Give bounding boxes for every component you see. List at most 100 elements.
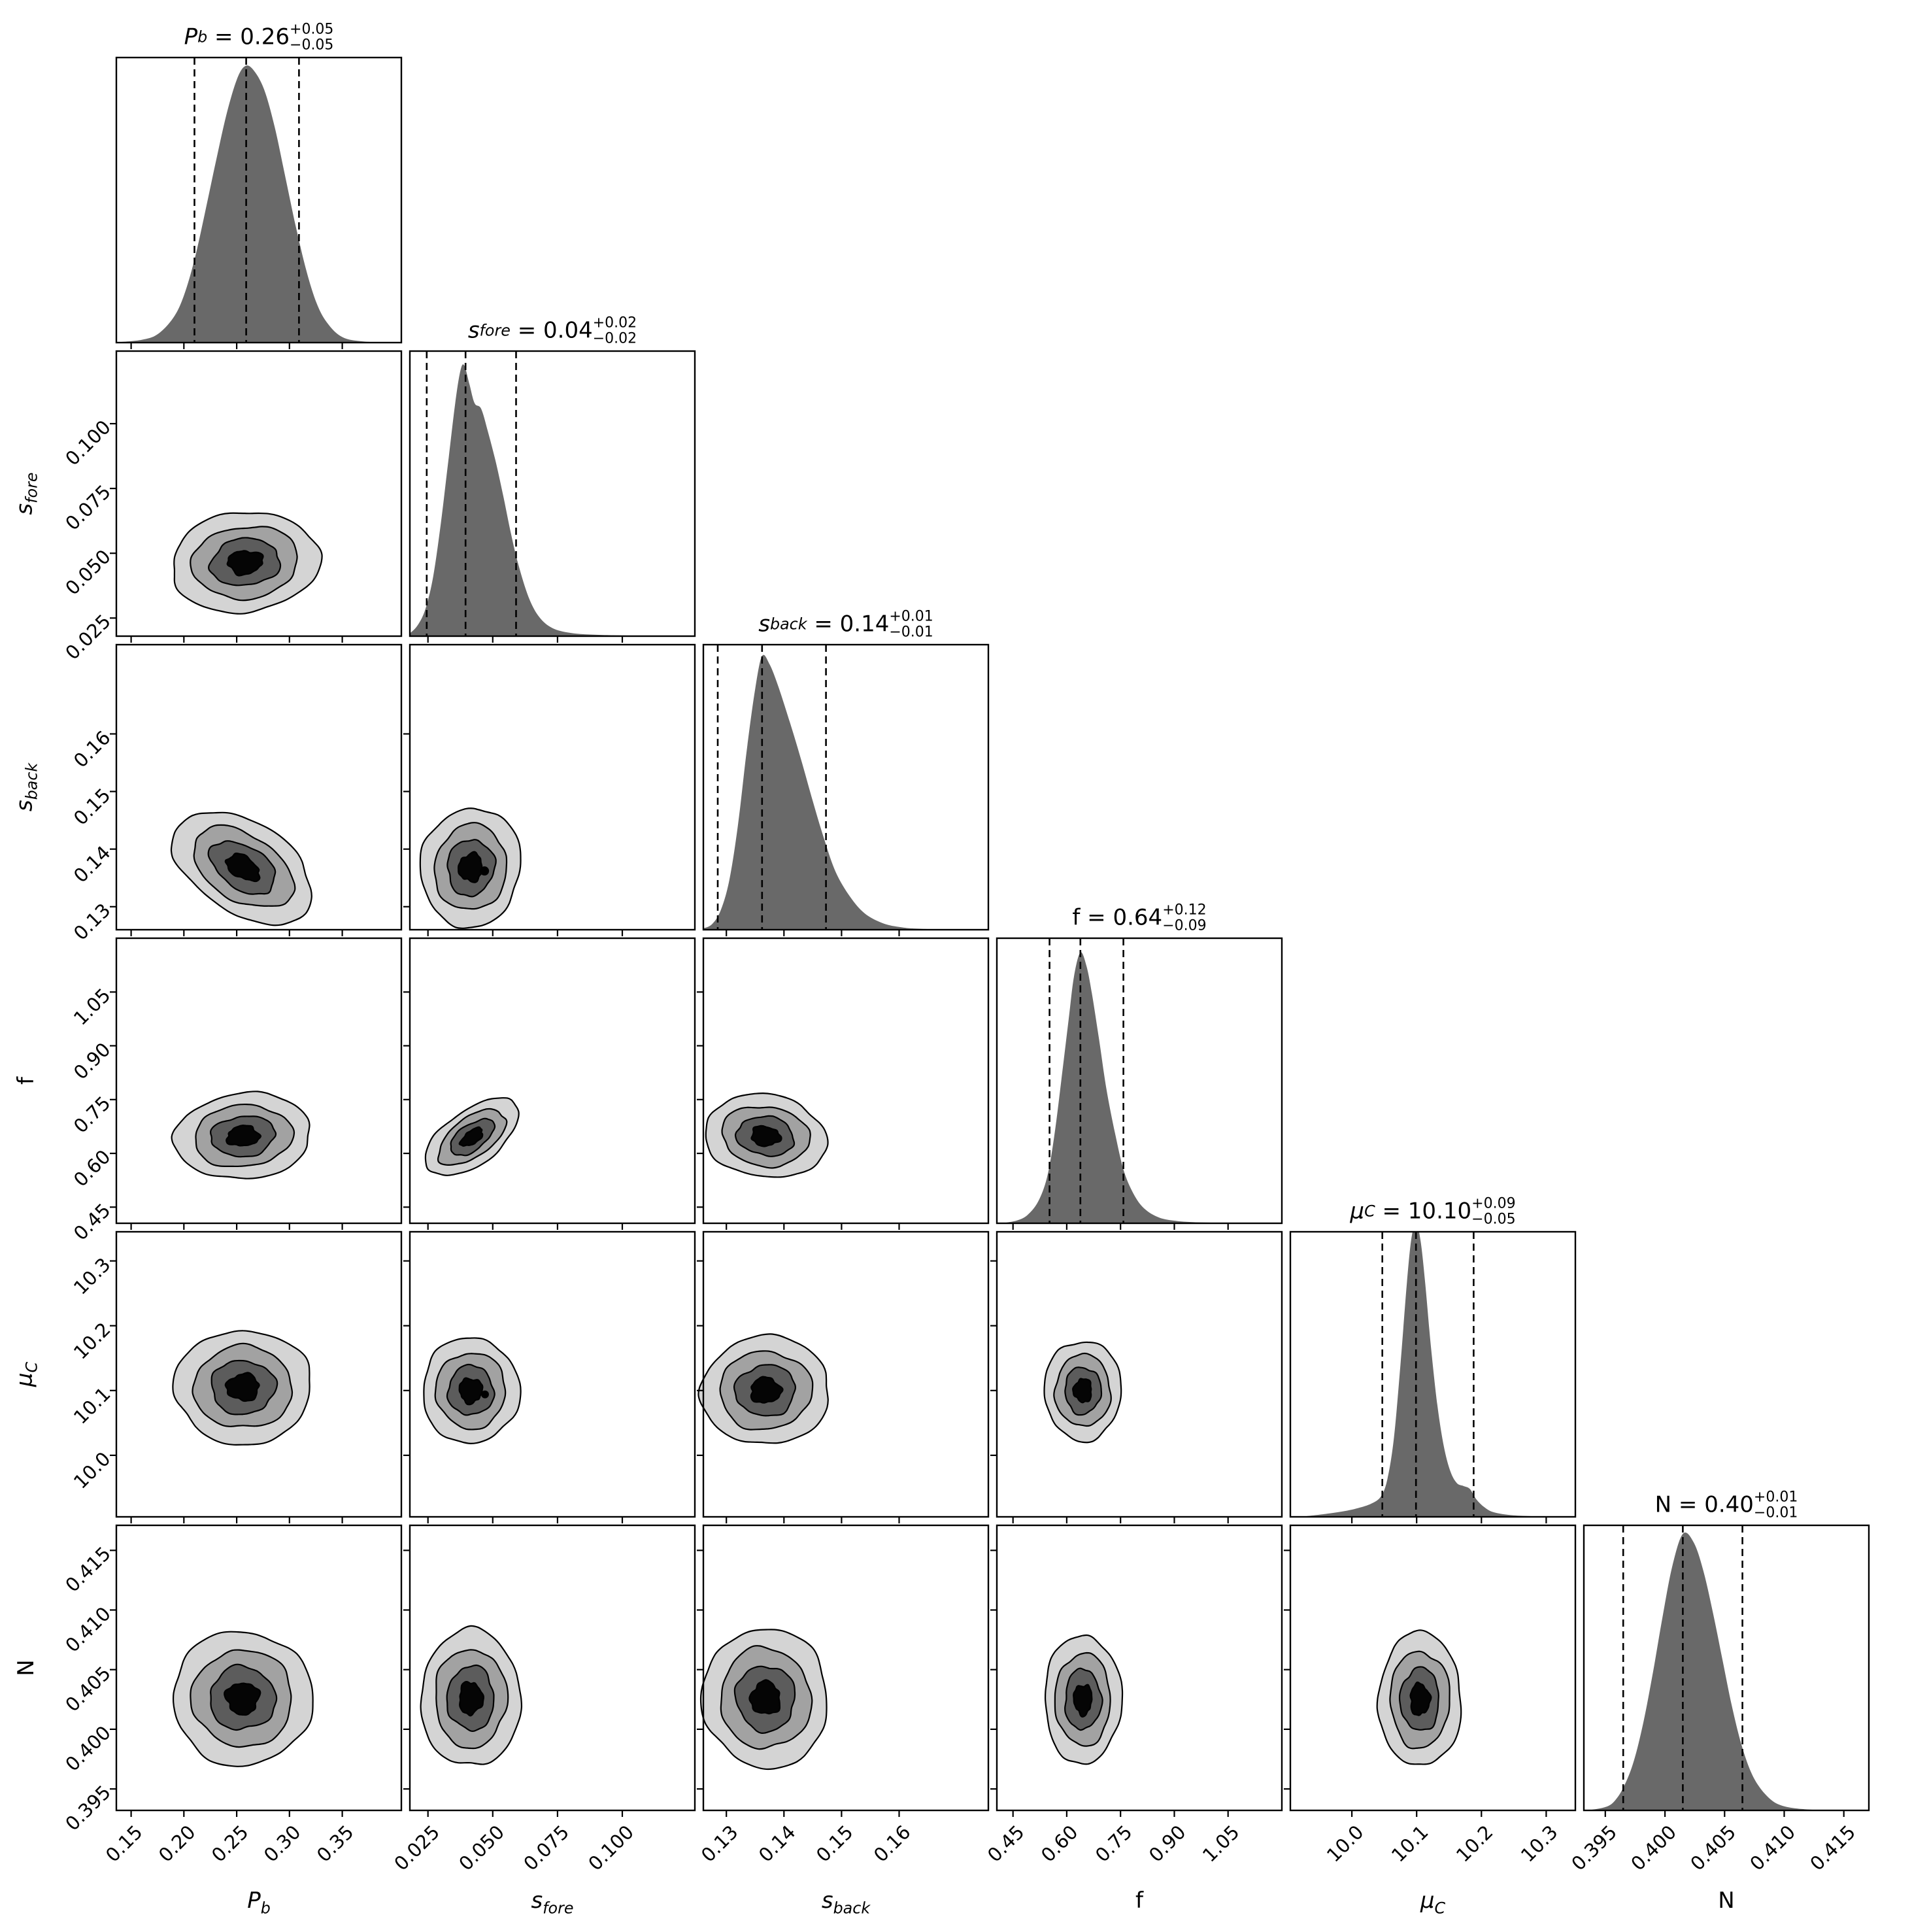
title-median-value: 0.64 bbox=[1113, 904, 1163, 931]
panel-frame bbox=[1289, 1230, 1577, 1518]
x-axis-label-f: f bbox=[1135, 1888, 1143, 1914]
contour-core-dot bbox=[480, 866, 490, 876]
x-axis-label-sub: fore bbox=[543, 1899, 574, 1918]
x-axis-label-sub: C bbox=[1434, 1899, 1446, 1918]
panel-canvas bbox=[115, 56, 403, 349]
panel-canvas bbox=[110, 643, 403, 936]
title-uncertainty-stack: +0.01 −0.01 bbox=[889, 609, 933, 641]
panel-N-vs-f bbox=[990, 1524, 1283, 1817]
x-axis-label-mu_C: μC bbox=[1420, 1888, 1445, 1917]
x-tick-label-text: 10.2 bbox=[1451, 1821, 1498, 1867]
panel-canvas bbox=[403, 1524, 696, 1817]
x-tick-label-text: 0.050 bbox=[454, 1821, 509, 1875]
panel-mu_C-hist bbox=[1289, 1230, 1577, 1523]
panel-f-vs-P_b bbox=[110, 937, 403, 1230]
panel-canvas bbox=[1583, 1524, 1870, 1817]
title-param-base: s bbox=[467, 317, 480, 344]
panel-s_back-vs-P_b bbox=[110, 643, 403, 936]
y-tick-label-text: 0.15 bbox=[69, 783, 116, 830]
x-tick-label-text: 0.35 bbox=[312, 1821, 358, 1867]
histogram-fill bbox=[1002, 952, 1282, 1223]
panel-N-vs-P_b bbox=[110, 1524, 403, 1817]
panel-canvas bbox=[990, 1524, 1283, 1817]
title-plus-error: +0.01 bbox=[1753, 1489, 1798, 1506]
y-tick-label-text: 0.100 bbox=[61, 415, 116, 470]
panel-N-vs-mu_C bbox=[1284, 1524, 1577, 1817]
panel-N-hist bbox=[1583, 1524, 1870, 1817]
y-axis-label-N: N bbox=[13, 1659, 39, 1676]
title-param-base: s bbox=[758, 611, 770, 637]
title-equals: = bbox=[1375, 1198, 1408, 1225]
y-tick-label-text: 0.60 bbox=[69, 1145, 116, 1191]
title-plus-error: +0.12 bbox=[1162, 902, 1207, 919]
panel-canvas bbox=[1289, 1230, 1577, 1523]
y-tick-label-text: 0.14 bbox=[69, 841, 116, 887]
x-tick-label-text: 0.15 bbox=[101, 1821, 147, 1867]
title-uncertainty-stack: +0.02 −0.02 bbox=[593, 315, 637, 347]
y-tick-label-text: 0.75 bbox=[69, 1091, 116, 1138]
title-minus-error: −0.01 bbox=[1753, 1504, 1798, 1521]
x-tick-label-text: 0.075 bbox=[519, 1821, 573, 1875]
title-equals: = bbox=[807, 611, 840, 637]
contour-level-3 bbox=[750, 1376, 784, 1404]
x-tick-label-text: 0.410 bbox=[1745, 1821, 1800, 1875]
x-tick-label-text: 10.3 bbox=[1516, 1821, 1562, 1867]
panel-frame bbox=[702, 1524, 990, 1812]
x-axis-label-base: μ bbox=[1420, 1888, 1435, 1914]
x-axis-label-sub: back bbox=[833, 1899, 871, 1918]
panel-frame bbox=[702, 937, 990, 1225]
panel-canvas bbox=[697, 937, 990, 1230]
panel-s_fore-vs-P_b bbox=[110, 350, 403, 643]
x-axis-label-base: f bbox=[1135, 1888, 1143, 1914]
title-median-value: 0.04 bbox=[543, 317, 593, 344]
y-tick-label-text: 0.90 bbox=[69, 1038, 116, 1084]
x-axis-label-P_b: Pb bbox=[247, 1888, 271, 1917]
title-plus-error: +0.01 bbox=[889, 608, 933, 625]
title-uncertainty-stack: +0.01 −0.01 bbox=[1753, 1489, 1798, 1521]
y-tick-label-text: 0.13 bbox=[69, 898, 116, 945]
panel-title-N: N = 0.40 +0.01 −0.01 bbox=[1654, 1489, 1798, 1521]
panel-s_fore-hist bbox=[409, 350, 696, 643]
x-axis-label-s_back: sback bbox=[822, 1888, 870, 1917]
title-param-base: f bbox=[1072, 904, 1081, 931]
panel-title-s_fore: s fore = 0.04 +0.02 −0.02 bbox=[467, 315, 637, 347]
panel-canvas bbox=[110, 1524, 403, 1817]
x-tick-label-text: 0.415 bbox=[1805, 1821, 1860, 1875]
y-axis-label-s_fore: sfore bbox=[11, 472, 41, 515]
x-tick-label-text: 1.05 bbox=[1198, 1821, 1244, 1867]
y-axis-label-base: f bbox=[13, 1077, 39, 1085]
title-param-sub: fore bbox=[479, 321, 511, 340]
contour-level-3 bbox=[226, 1125, 262, 1147]
panel-frame bbox=[702, 643, 990, 931]
panel-frame bbox=[115, 643, 403, 931]
panel-frame bbox=[115, 1524, 403, 1812]
panel-mu_C-vs-f bbox=[990, 1230, 1283, 1523]
panel-canvas bbox=[1284, 1524, 1577, 1817]
contour-level-3 bbox=[1073, 1684, 1093, 1718]
panel-mu_C-vs-P_b bbox=[110, 1230, 403, 1523]
panel-canvas bbox=[702, 643, 990, 936]
title-median-value: 0.14 bbox=[839, 611, 890, 637]
contour-level-3 bbox=[224, 1372, 260, 1402]
panel-P_b-hist bbox=[115, 56, 403, 349]
panel-frame bbox=[409, 937, 696, 1225]
panel-canvas bbox=[403, 1230, 696, 1523]
panel-canvas bbox=[110, 937, 403, 1230]
x-axis-label-base: N bbox=[1718, 1888, 1735, 1914]
panel-N-vs-s_back bbox=[697, 1524, 990, 1817]
panel-canvas bbox=[990, 1230, 1283, 1523]
histogram-fill bbox=[120, 65, 395, 343]
y-axis-label-base: s bbox=[11, 503, 38, 515]
y-axis-label-mu_C: μC bbox=[11, 1362, 41, 1387]
contour-level-3 bbox=[459, 1680, 484, 1717]
contour-level-3 bbox=[458, 1126, 484, 1147]
panel-frame bbox=[409, 643, 696, 931]
x-axis-label-base: s bbox=[821, 1888, 833, 1914]
x-tick-label-text: 0.75 bbox=[1090, 1821, 1137, 1867]
contour-level-3 bbox=[458, 1377, 484, 1406]
x-tick-label-text: 0.025 bbox=[390, 1821, 444, 1875]
panel-frame bbox=[115, 937, 403, 1225]
y-tick-label-text: 0.16 bbox=[69, 726, 116, 772]
title-param-base: N bbox=[1654, 1491, 1672, 1518]
x-axis-label-base: P bbox=[247, 1888, 261, 1914]
